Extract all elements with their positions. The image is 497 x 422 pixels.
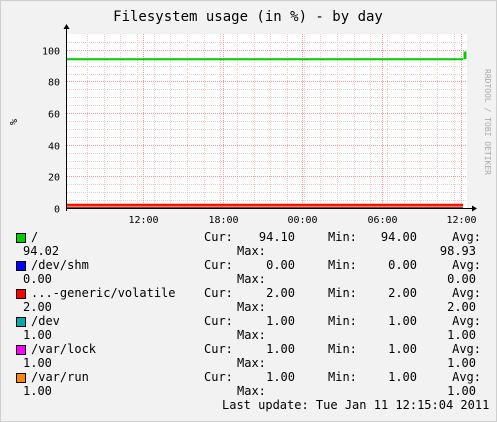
legend-cur-label: Cur: bbox=[204, 314, 233, 328]
legend-cur-value: 1.00 bbox=[266, 370, 295, 384]
axes: 0 20 40 60 80 100 12:00 18:00 00:00 06:00 12:00 bbox=[42, 24, 477, 226]
legend-cur-value: 2.00 bbox=[266, 286, 295, 300]
y-tick-label: 40 bbox=[48, 142, 60, 153]
legend-avg-label: Avg: bbox=[452, 342, 481, 356]
legend-avg-value: 0.00 bbox=[23, 272, 52, 286]
y-tick-label: 60 bbox=[48, 110, 60, 121]
legend-max-value: 0.00 bbox=[447, 272, 476, 286]
y-tick-label: 80 bbox=[48, 78, 60, 89]
legend-avg-label: Avg: bbox=[452, 286, 481, 300]
legend-min-value: 1.00 bbox=[388, 370, 417, 384]
legend-name: / bbox=[31, 230, 39, 244]
legend-avg-value: 1.00 bbox=[23, 356, 52, 370]
legend-cur-value: 94.10 bbox=[258, 230, 295, 244]
legend-swatch bbox=[16, 289, 26, 299]
legend-min-label: Min: bbox=[328, 314, 357, 328]
legend-max-label: Max: bbox=[237, 244, 266, 258]
legend-cur-value: 1.00 bbox=[266, 314, 295, 328]
last-update: Last update: Tue Jan 11 12:15:04 2011 bbox=[222, 398, 490, 412]
legend-swatch bbox=[16, 373, 26, 383]
legend-min-value: 1.00 bbox=[388, 342, 417, 356]
legend-avg-value: 1.00 bbox=[23, 328, 52, 342]
legend-avg-label: Avg: bbox=[452, 230, 481, 244]
legend-max-label: Max: bbox=[237, 300, 266, 314]
legend-min-label: Min: bbox=[328, 370, 357, 384]
legend-min-label: Min: bbox=[328, 342, 357, 356]
legend-min-value: 2.00 bbox=[388, 286, 417, 300]
legend-max-label: Max: bbox=[237, 328, 266, 342]
legend-max-value: 1.00 bbox=[447, 384, 476, 398]
watermark: RRDTOOL / TOBI OETIKER bbox=[483, 69, 492, 175]
legend-name: /var/run bbox=[31, 370, 89, 384]
legend-max-value: 1.00 bbox=[447, 356, 476, 370]
x-tick-label: 12:00 bbox=[128, 215, 158, 226]
x-axis-arrow bbox=[472, 205, 477, 212]
legend-cur-label: Cur: bbox=[204, 370, 233, 384]
legend-min-value: 0.00 bbox=[388, 258, 417, 272]
legend-avg-value: 94.02 bbox=[23, 244, 60, 258]
legend-max-label: Max: bbox=[237, 384, 266, 398]
legend-max-label: Max: bbox=[237, 272, 266, 286]
grid bbox=[67, 34, 467, 208]
legend-avg-value: 1.00 bbox=[23, 384, 52, 398]
x-tick-label: 12:00 bbox=[446, 215, 476, 226]
y-axis-label: % bbox=[9, 119, 20, 125]
legend-cur-label: Cur: bbox=[204, 258, 233, 272]
legend-name: /var/lock bbox=[31, 342, 97, 356]
legend-cur-value: 0.00 bbox=[266, 258, 295, 272]
legend-max-value: 1.00 bbox=[447, 328, 476, 342]
x-tick-label: 18:00 bbox=[208, 215, 238, 226]
legend-max-value: 2.00 bbox=[447, 300, 476, 314]
legend-swatch bbox=[16, 233, 26, 243]
legend-name: /dev bbox=[31, 314, 60, 328]
y-tick-label: 20 bbox=[48, 173, 60, 184]
legend-min-label: Min: bbox=[328, 258, 357, 272]
legend-avg-value: 2.00 bbox=[23, 300, 52, 314]
chart-title: Filesystem usage (in %) - by day bbox=[113, 9, 383, 25]
legend-cur-label: Cur: bbox=[204, 230, 233, 244]
legend-name: ...-generic/volatile bbox=[31, 286, 176, 300]
y-axis-arrow bbox=[63, 24, 70, 29]
legend-swatch bbox=[16, 345, 26, 355]
legend-avg-label: Avg: bbox=[452, 258, 481, 272]
legend-cur-label: Cur: bbox=[204, 286, 233, 300]
legend-cur-value: 1.00 bbox=[266, 342, 295, 356]
legend-avg-label: Avg: bbox=[452, 370, 481, 384]
legend-min-value: 1.00 bbox=[388, 314, 417, 328]
legend-cur-label: Cur: bbox=[204, 342, 233, 356]
legend-min-value: 94.00 bbox=[380, 230, 417, 244]
legend-min-label: Min: bbox=[328, 286, 357, 300]
y-tick-label: 100 bbox=[42, 47, 60, 58]
x-tick-label: 06:00 bbox=[367, 215, 397, 226]
legend-max-label: Max: bbox=[237, 356, 266, 370]
legend-swatch bbox=[16, 261, 26, 271]
legend-name: /dev/shm bbox=[31, 258, 89, 272]
legend-min-label: Min: bbox=[328, 230, 357, 244]
legend-avg-label: Avg: bbox=[452, 314, 481, 328]
legend-max-value: 98.93 bbox=[439, 244, 476, 258]
y-tick-label: 0 bbox=[54, 205, 60, 216]
x-tick-label: 00:00 bbox=[287, 215, 317, 226]
legend-swatch bbox=[16, 317, 26, 327]
